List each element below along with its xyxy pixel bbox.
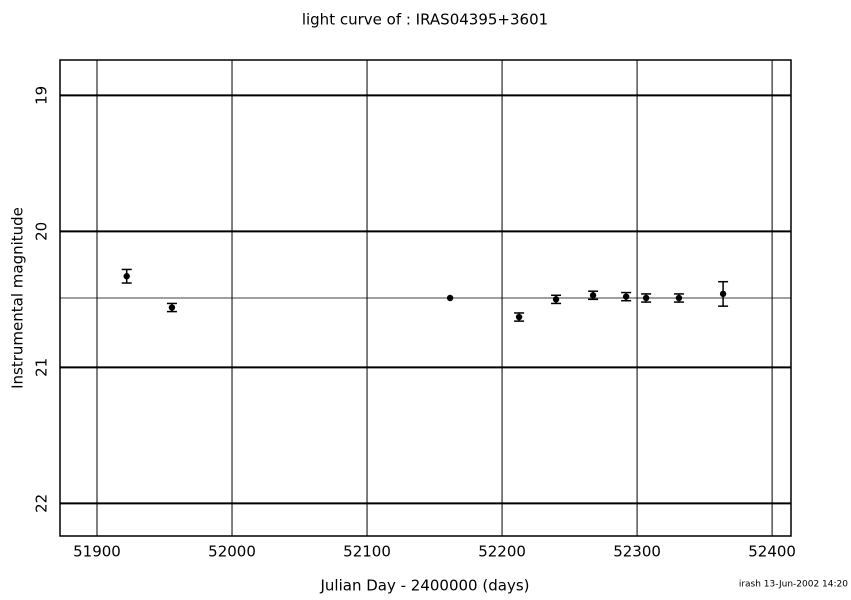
x-tick-label: 52300	[613, 543, 661, 561]
data-point	[642, 294, 650, 302]
x-tick-label: 51900	[73, 543, 121, 561]
data-point	[675, 294, 683, 302]
data-point	[515, 313, 523, 321]
y-tick-label: 19	[33, 86, 51, 105]
x-tick-label: 52100	[343, 543, 391, 561]
x-axis-label: Julian Day - 2400000 (days)	[320, 577, 530, 595]
data-point	[719, 290, 727, 298]
y-tick-label: 21	[33, 358, 51, 377]
y-axis-label: Instrumental magnitude	[9, 207, 27, 389]
data-point	[446, 294, 454, 302]
x-tick-label: 52000	[208, 543, 256, 561]
data-point	[589, 292, 597, 299]
footer: irash 13-Jun-2002 14:20	[739, 580, 848, 590]
y-tick-label: 22	[33, 494, 51, 513]
chart-title: light curve of : IRAS04395+3601	[302, 11, 548, 29]
data-point	[622, 293, 630, 300]
x-tick-label: 52400	[748, 543, 796, 561]
data-point	[552, 296, 560, 303]
data-point	[123, 273, 130, 280]
x-tick-label: 52200	[478, 543, 526, 561]
data-point	[168, 304, 176, 311]
y-tick-label: 20	[33, 222, 51, 241]
